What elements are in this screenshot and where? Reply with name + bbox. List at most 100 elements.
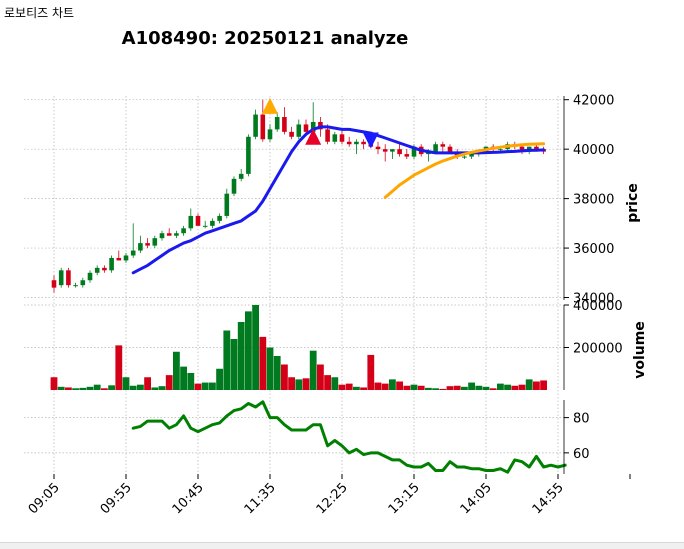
x-tick-label: 09:55 bbox=[98, 480, 135, 517]
volume-bar bbox=[273, 356, 281, 390]
candle-body bbox=[411, 146, 417, 157]
volume-bar bbox=[288, 377, 295, 390]
volume-bar bbox=[533, 381, 540, 390]
volume-bar bbox=[122, 377, 130, 390]
volume-bar bbox=[230, 339, 238, 390]
candle-body bbox=[130, 250, 136, 256]
candle-body bbox=[440, 144, 446, 147]
volume-bar bbox=[410, 384, 418, 390]
volume-bar bbox=[489, 388, 497, 390]
volume-bar bbox=[497, 383, 504, 390]
buy-signal-marker bbox=[262, 97, 278, 114]
candle-body bbox=[123, 255, 129, 261]
volume-bar bbox=[331, 377, 339, 390]
candle-body bbox=[346, 141, 352, 145]
candle-body bbox=[217, 215, 222, 221]
volume-bar bbox=[302, 378, 310, 390]
candle-body bbox=[498, 149, 503, 151]
candle-body bbox=[310, 121, 316, 132]
volume-bar bbox=[475, 385, 483, 390]
candle-body bbox=[188, 215, 194, 229]
volume-bar bbox=[65, 387, 72, 390]
candle-body bbox=[174, 233, 179, 236]
volume-bar bbox=[187, 373, 195, 390]
candle-body bbox=[152, 238, 158, 246]
candle-body bbox=[116, 257, 122, 261]
x-tick-label: 11:35 bbox=[242, 480, 279, 517]
volume-bar bbox=[540, 380, 547, 390]
volume-bar bbox=[137, 384, 144, 390]
volume-bar bbox=[432, 388, 439, 390]
candle-body bbox=[94, 267, 100, 273]
candle-body bbox=[534, 146, 539, 150]
bottom-scroll-bar bbox=[0, 542, 684, 549]
volume-bar bbox=[129, 385, 137, 390]
volume-axis-label: volume bbox=[632, 321, 648, 379]
volume-bar bbox=[439, 388, 447, 390]
volume-bar bbox=[468, 382, 475, 390]
candle-body bbox=[253, 114, 258, 137]
volume-bar bbox=[237, 322, 245, 390]
signal-markers bbox=[262, 97, 379, 149]
candle-body bbox=[246, 136, 251, 174]
x-tick-label: 09:05 bbox=[26, 480, 63, 517]
candle-body bbox=[109, 257, 114, 271]
candle-body bbox=[390, 149, 395, 152]
volume-bar bbox=[50, 377, 58, 390]
candle-body bbox=[361, 141, 366, 145]
volume-bar bbox=[216, 368, 223, 390]
candle-body bbox=[145, 243, 150, 246]
volume-bar bbox=[360, 387, 367, 390]
candle-body bbox=[138, 243, 143, 251]
volume-bar bbox=[101, 388, 108, 390]
volume-bar bbox=[525, 379, 533, 390]
volume-bar bbox=[345, 383, 353, 390]
volume-bar bbox=[93, 384, 101, 390]
window-title: 로보티즈 차트 bbox=[4, 6, 75, 20]
candle-body bbox=[260, 114, 266, 140]
candle-body bbox=[195, 215, 201, 226]
buy-signal-marker bbox=[305, 128, 322, 145]
candle-body bbox=[404, 154, 410, 157]
candle-body bbox=[382, 149, 388, 152]
volume-bar bbox=[281, 364, 288, 390]
volume-bar bbox=[504, 384, 511, 390]
price-tick-label: 34000 bbox=[573, 292, 614, 307]
price-tick-label: 40000 bbox=[573, 143, 614, 158]
x-tick-label: 10:45 bbox=[170, 480, 207, 517]
candle-body bbox=[296, 124, 302, 137]
volume-bar bbox=[180, 366, 187, 390]
volume-bar bbox=[201, 382, 209, 390]
volume-tick-label: 200000 bbox=[573, 342, 623, 357]
candle-body bbox=[325, 129, 330, 142]
candle-body bbox=[282, 117, 287, 132]
candle-body bbox=[87, 272, 93, 281]
volume-bar bbox=[165, 375, 173, 390]
ma-long-line bbox=[383, 142, 546, 199]
candle-body bbox=[73, 285, 78, 287]
candle-body bbox=[202, 225, 208, 227]
x-tick-label: 12:25 bbox=[314, 480, 351, 517]
candle-body bbox=[224, 193, 230, 216]
axes: 09:05 09:55 10:45 11:35 12:25 13:15 14:05 14:55… bbox=[26, 94, 631, 517]
x-tick-label: 14:55 bbox=[530, 480, 567, 517]
volume-bar bbox=[461, 386, 468, 390]
volume-bar bbox=[158, 386, 166, 390]
candle-body bbox=[433, 144, 438, 152]
candle-body bbox=[462, 156, 467, 158]
volume-bar bbox=[381, 383, 389, 390]
volume-bar bbox=[353, 386, 360, 390]
volume-bar bbox=[396, 381, 403, 390]
oscillator-line bbox=[131, 400, 567, 474]
volume-bar bbox=[252, 305, 259, 390]
candle-body bbox=[102, 267, 107, 271]
candle-body bbox=[469, 154, 474, 157]
volume-bar bbox=[295, 379, 303, 390]
candle-body bbox=[166, 233, 172, 236]
volume-bar bbox=[194, 383, 202, 390]
volume-bar bbox=[79, 387, 87, 390]
volume-bar bbox=[72, 388, 79, 390]
candle-body bbox=[80, 280, 86, 286]
candle-body bbox=[303, 124, 309, 132]
